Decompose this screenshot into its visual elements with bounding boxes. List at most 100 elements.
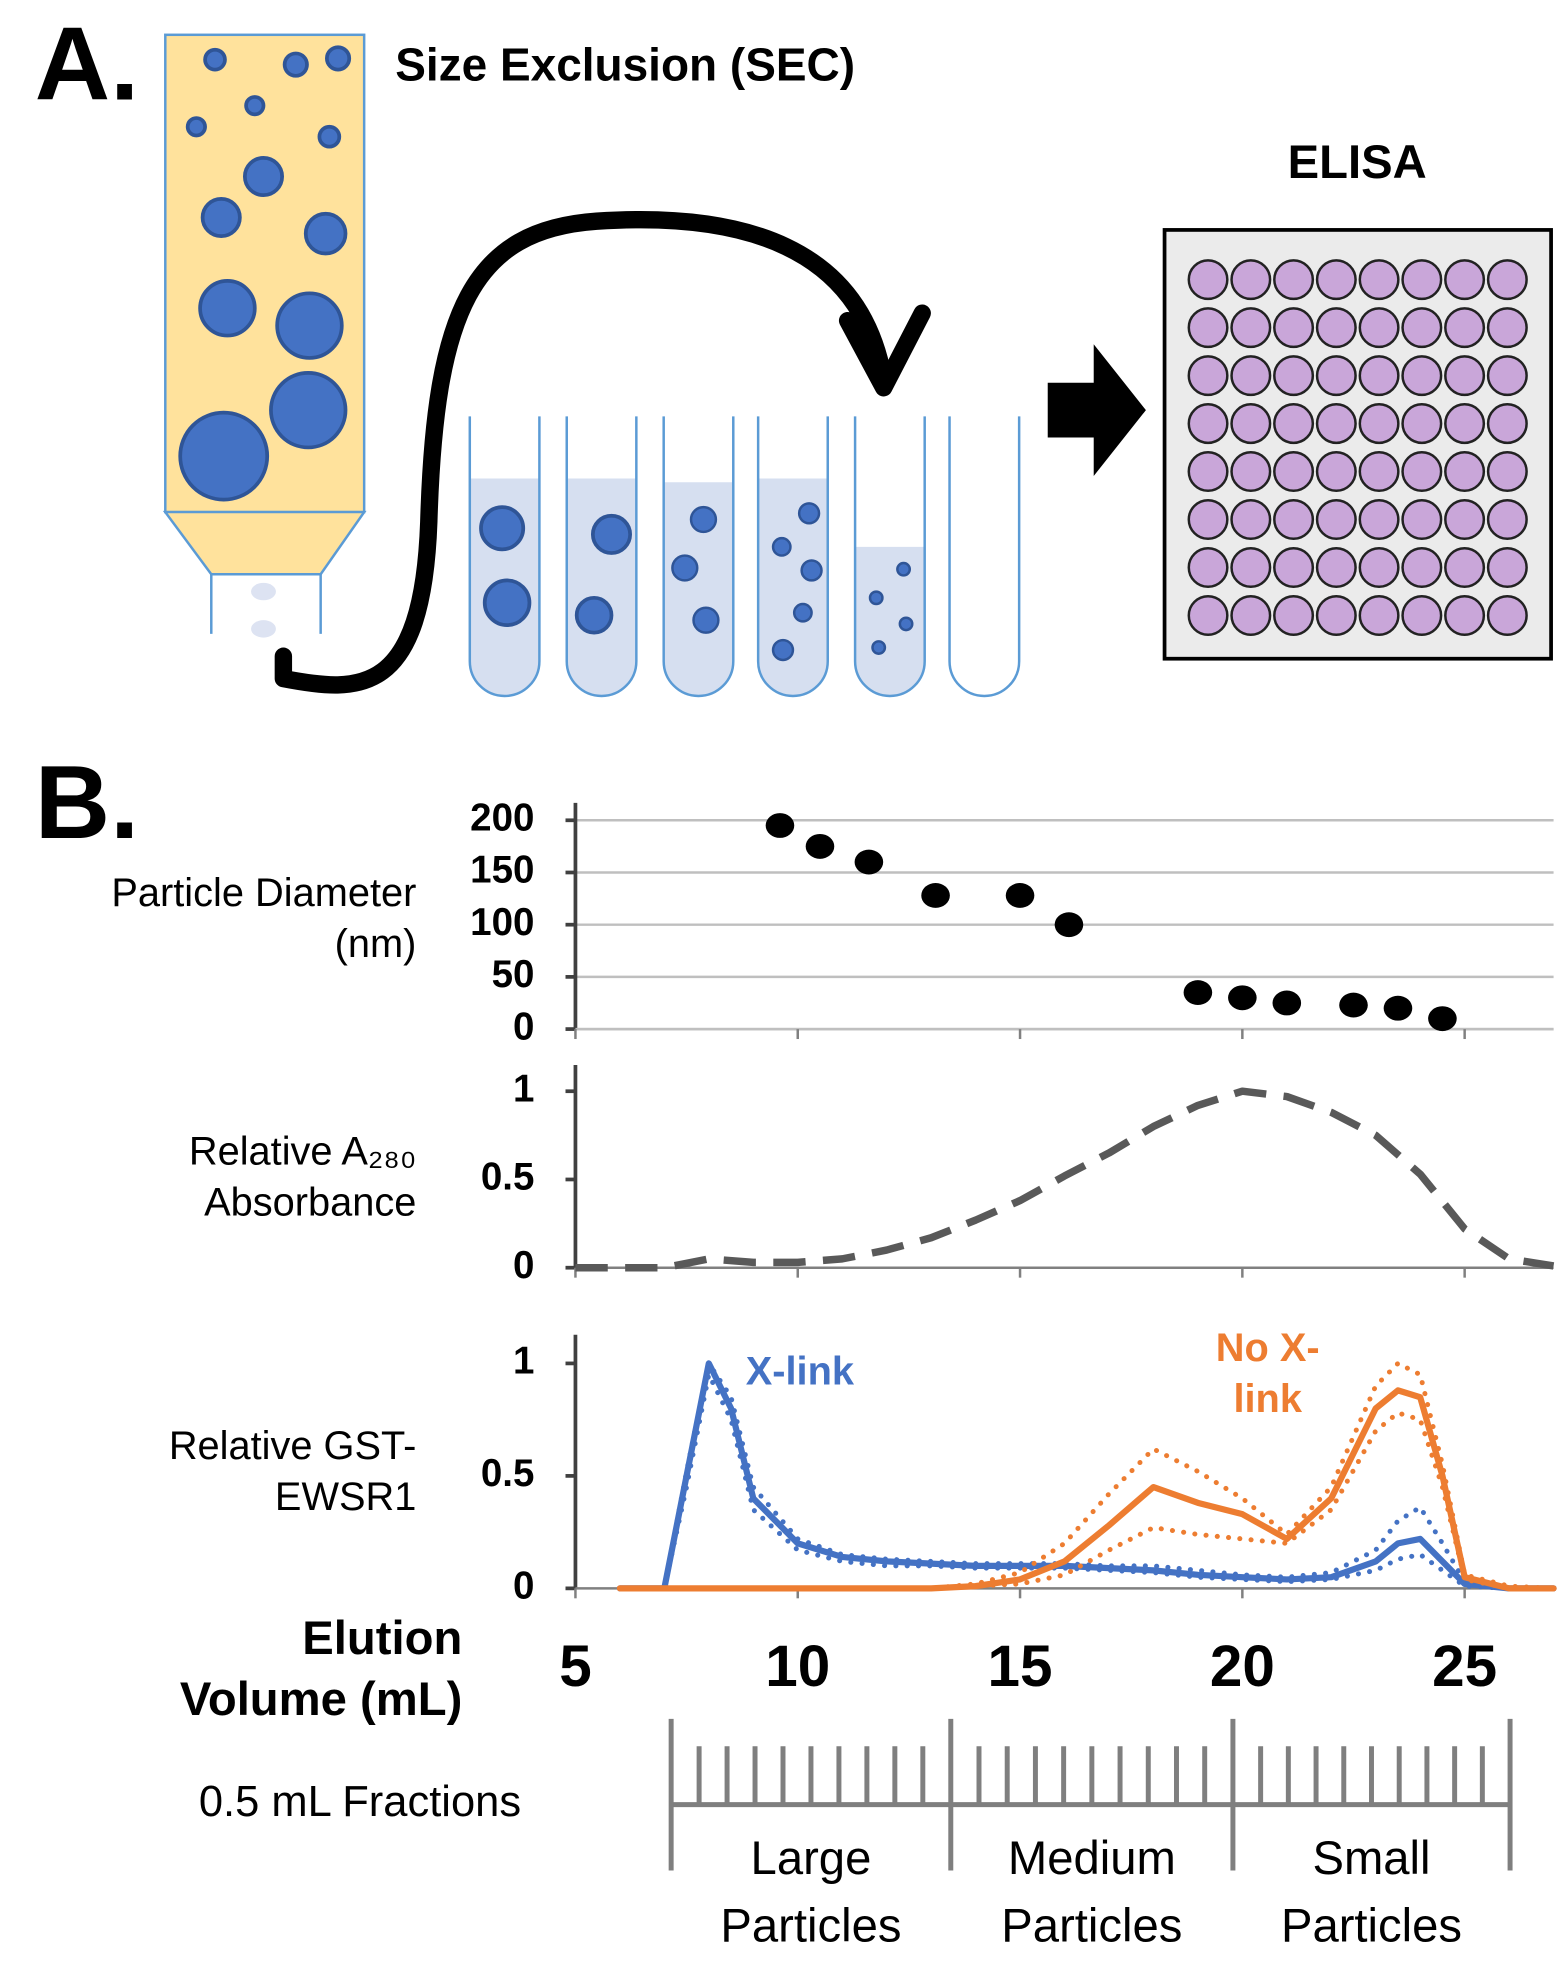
well bbox=[1358, 307, 1400, 349]
tube-particle bbox=[797, 502, 821, 525]
well bbox=[1358, 546, 1400, 588]
elisa-title: ELISA bbox=[1288, 136, 1427, 189]
well bbox=[1401, 594, 1443, 636]
tube-liquid bbox=[663, 482, 734, 696]
range-line bbox=[617, 1410, 1557, 1591]
tube-liquid bbox=[758, 478, 828, 696]
well bbox=[1358, 259, 1400, 301]
well bbox=[1401, 546, 1443, 588]
point bbox=[805, 833, 835, 859]
well bbox=[1315, 499, 1357, 541]
y-tick-label: 0.5 bbox=[481, 1452, 535, 1495]
tube-particle bbox=[692, 606, 720, 634]
well bbox=[1486, 259, 1528, 301]
point bbox=[1228, 985, 1257, 1011]
y-tick-label: 1 bbox=[513, 1340, 534, 1383]
y-axis-label: Relative GST-EWSR1 bbox=[168, 1423, 417, 1519]
well bbox=[1358, 594, 1400, 636]
tube-particle bbox=[800, 559, 823, 582]
well bbox=[1230, 594, 1272, 636]
well bbox=[1187, 451, 1229, 493]
point bbox=[921, 883, 950, 908]
y-tick-label: 100 bbox=[470, 901, 534, 944]
tube-particle bbox=[671, 554, 699, 582]
tube-particle bbox=[590, 513, 632, 555]
wells bbox=[1187, 259, 1528, 636]
well bbox=[1273, 451, 1315, 493]
tube-particle bbox=[898, 616, 914, 632]
well bbox=[1486, 355, 1528, 397]
x-tick-label: 5 bbox=[559, 1634, 591, 1699]
well bbox=[1486, 403, 1528, 445]
well bbox=[1444, 594, 1486, 636]
well bbox=[1230, 499, 1272, 541]
well bbox=[1230, 451, 1272, 493]
well bbox=[1401, 259, 1443, 301]
well bbox=[1315, 355, 1357, 397]
well bbox=[1230, 307, 1272, 349]
absorbance-line bbox=[575, 1087, 1555, 1272]
tube bbox=[853, 416, 926, 698]
series-label: X-link bbox=[745, 1348, 854, 1394]
x-axis-label: Elution Volume (mL) bbox=[179, 1613, 463, 1726]
column-particles bbox=[178, 45, 352, 502]
y-tick-label: 0 bbox=[513, 1565, 534, 1608]
tube-particle bbox=[871, 640, 887, 655]
well bbox=[1187, 307, 1229, 349]
fraction-group: Large Particles bbox=[720, 1833, 902, 1953]
well bbox=[1273, 546, 1315, 588]
point bbox=[1428, 1006, 1457, 1032]
series-line bbox=[616, 1387, 1557, 1592]
well bbox=[1230, 403, 1272, 445]
y-tick-label: 50 bbox=[492, 953, 535, 996]
well bbox=[1444, 259, 1486, 301]
tube-particle bbox=[479, 505, 526, 552]
well bbox=[1444, 307, 1486, 349]
y-tick-label: 200 bbox=[470, 796, 534, 839]
well bbox=[1444, 451, 1486, 493]
tube-liquid bbox=[855, 546, 925, 696]
tube-particle bbox=[896, 561, 912, 577]
well bbox=[1315, 546, 1357, 588]
well bbox=[1315, 259, 1357, 301]
well bbox=[1230, 259, 1272, 301]
point bbox=[1005, 883, 1035, 908]
tube-particle bbox=[868, 590, 884, 606]
well bbox=[1187, 403, 1229, 445]
well bbox=[1486, 451, 1528, 493]
fraction-group: Small Particles bbox=[1280, 1833, 1463, 1953]
well bbox=[1273, 355, 1315, 397]
well bbox=[1230, 355, 1272, 397]
well bbox=[1187, 259, 1229, 301]
transfer-arrow bbox=[274, 211, 931, 694]
point bbox=[765, 813, 795, 838]
well bbox=[1486, 499, 1528, 541]
well bbox=[1315, 307, 1357, 349]
well bbox=[1273, 499, 1315, 541]
fraction-group: Medium Particles bbox=[1001, 1833, 1183, 1953]
well bbox=[1401, 403, 1443, 445]
y-axis-label: Relative A₂₈₀ Absorbance bbox=[188, 1128, 417, 1225]
tube-liquid bbox=[566, 478, 637, 696]
drops bbox=[251, 582, 276, 638]
process-arrow bbox=[1047, 344, 1146, 477]
well bbox=[1401, 499, 1443, 541]
series-line bbox=[616, 1360, 1557, 1592]
well bbox=[1401, 451, 1443, 493]
well bbox=[1401, 355, 1443, 397]
range-line bbox=[617, 1372, 1557, 1591]
well bbox=[1315, 403, 1357, 445]
y-tick-label: 0 bbox=[513, 1005, 534, 1048]
point bbox=[1383, 995, 1413, 1021]
well bbox=[1187, 355, 1229, 397]
fraction-ruler bbox=[668, 1718, 1513, 1871]
tube-particle bbox=[574, 595, 614, 635]
sec-title: Size Exclusion (SEC) bbox=[395, 38, 855, 90]
y-tick-label: 150 bbox=[470, 849, 534, 892]
well bbox=[1486, 307, 1528, 349]
well bbox=[1187, 499, 1229, 541]
point bbox=[854, 849, 884, 875]
tube-particle bbox=[771, 638, 795, 662]
well bbox=[1486, 546, 1528, 588]
